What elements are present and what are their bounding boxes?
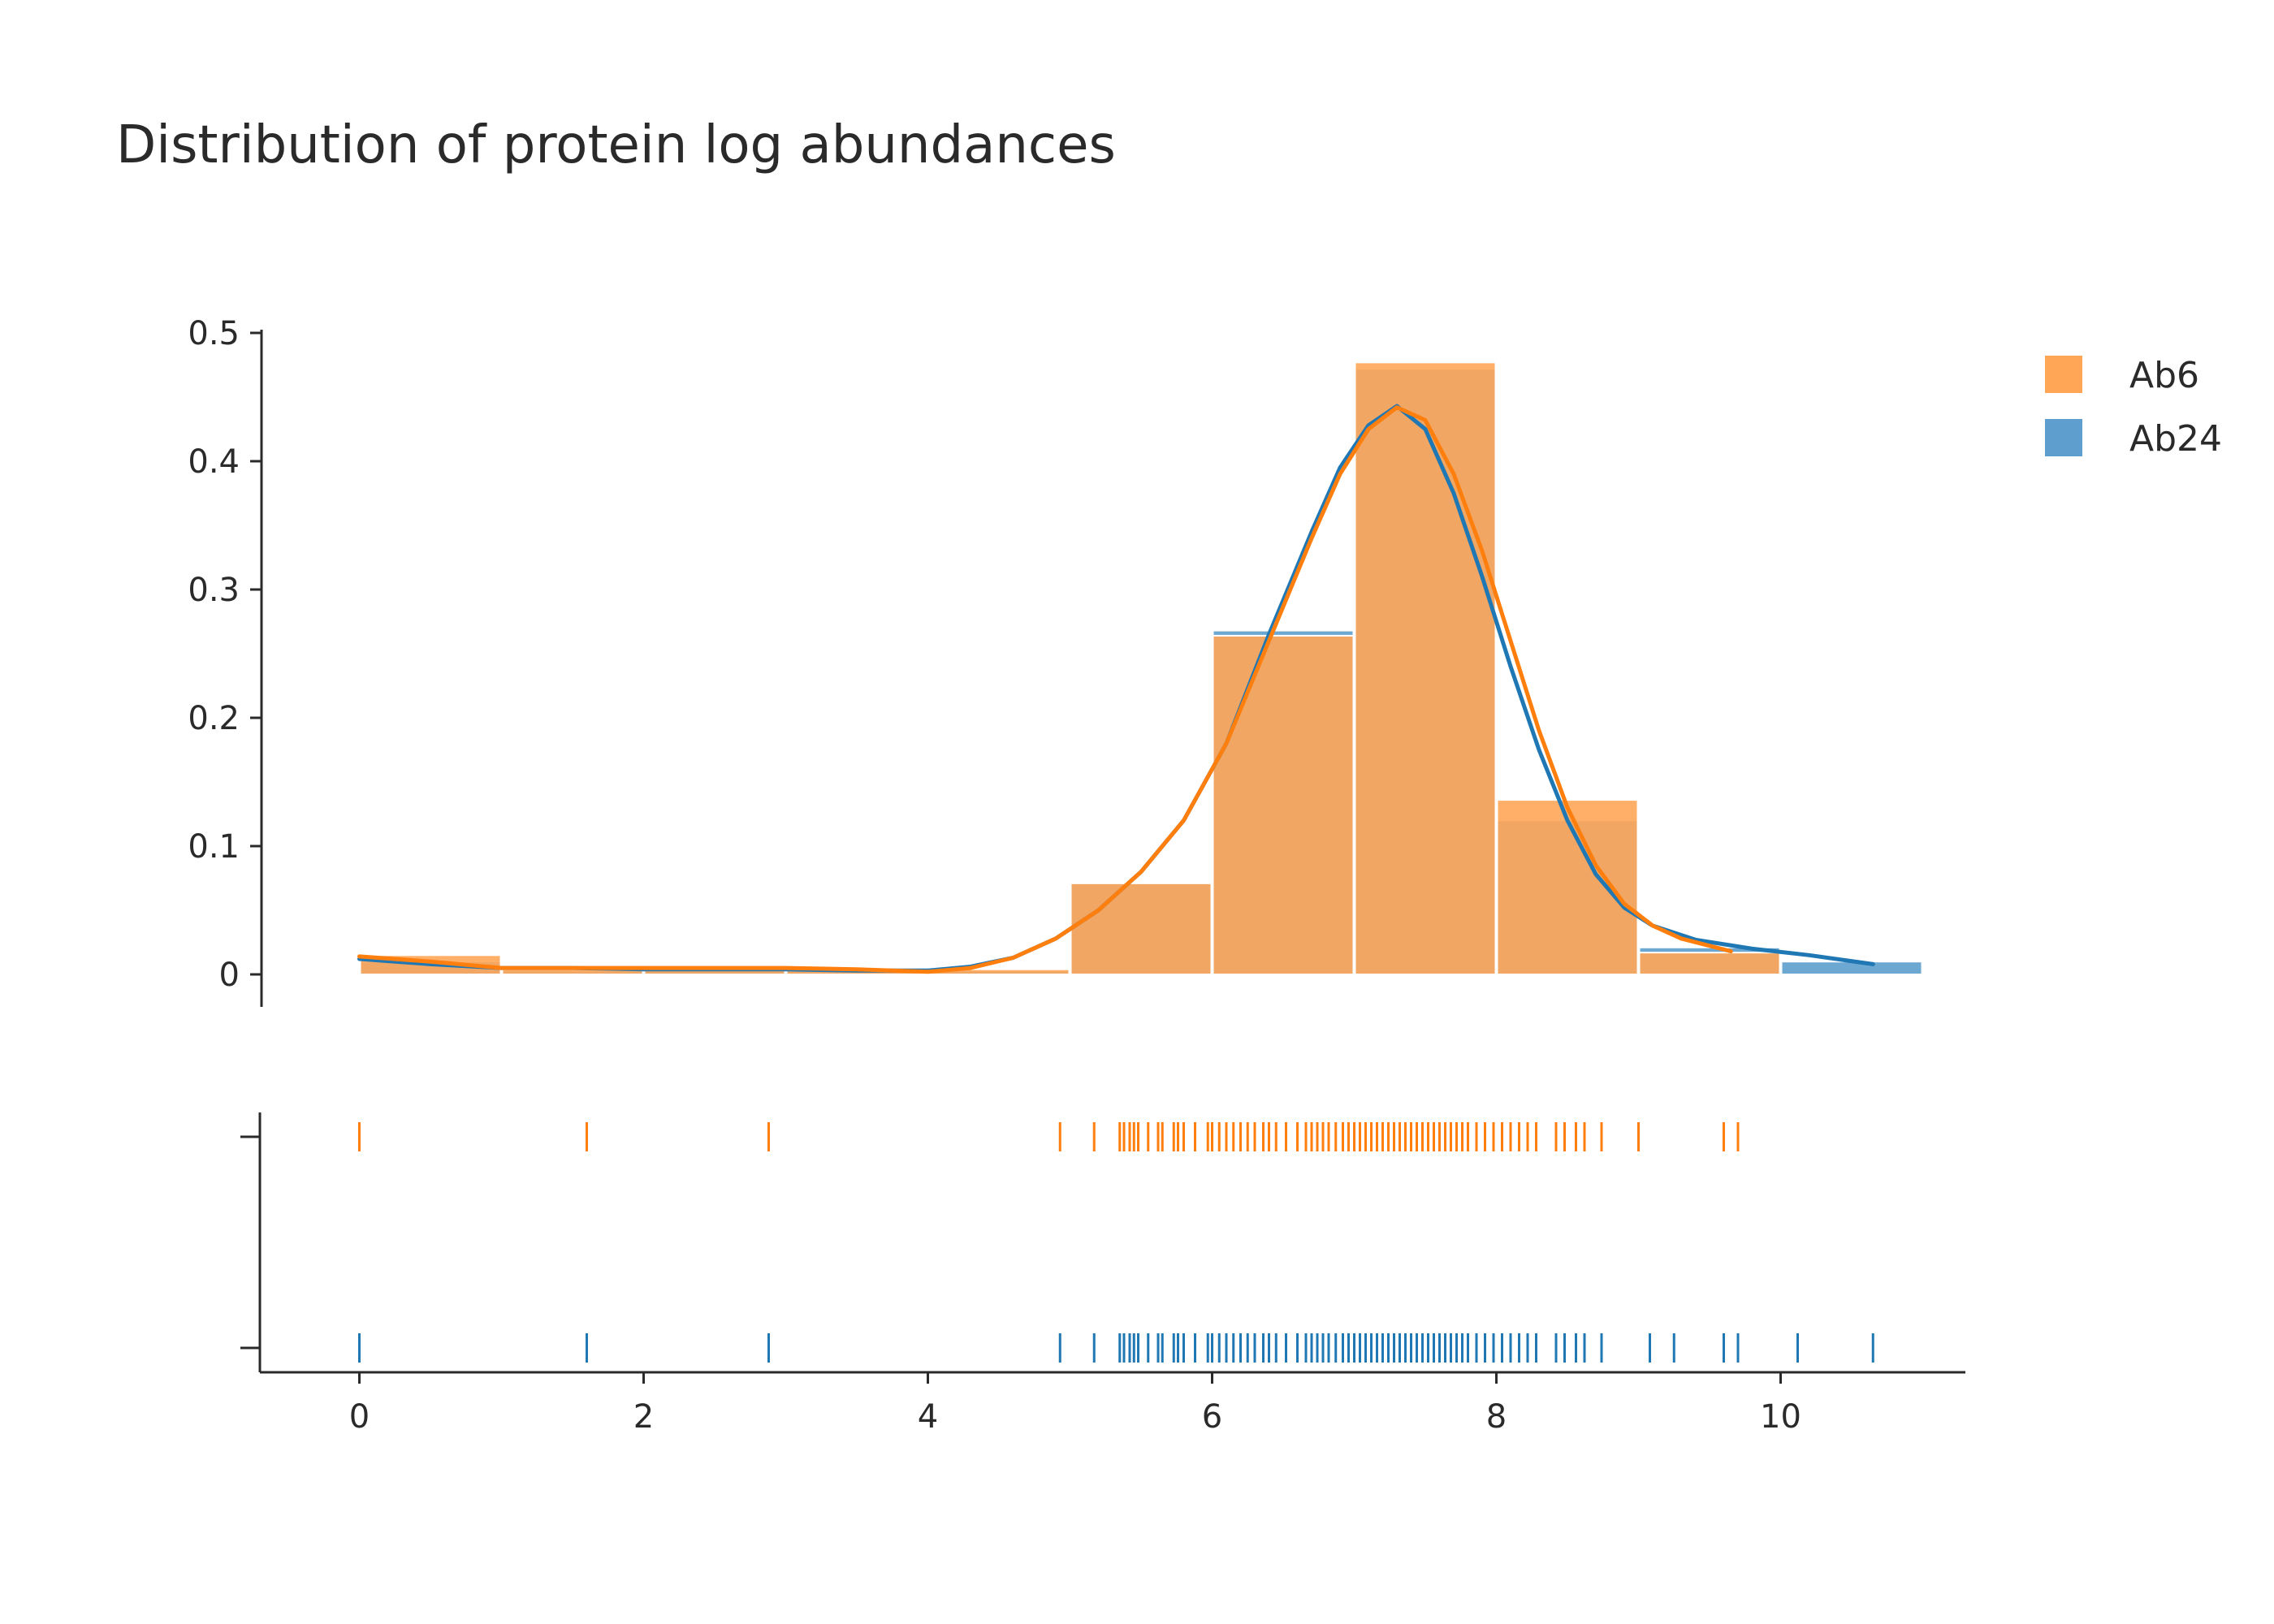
rug-panel	[240, 1112, 1874, 1372]
legend-swatch	[2045, 356, 2082, 393]
bars-ab6	[359, 361, 1781, 976]
bar-ab6-5	[1070, 882, 1213, 975]
x-tick-label: 4	[918, 1398, 938, 1436]
y-tick-label: 0	[219, 957, 240, 994]
y-tick-label: 0.3	[188, 572, 240, 609]
legend-label: Ab24	[2129, 418, 2222, 460]
legend-item-ab6[interactable]: Ab6	[2045, 355, 2199, 396]
rug-ab24	[358, 1333, 1874, 1363]
bar-ab6-7	[1354, 361, 1497, 975]
bar-ab6-8	[1496, 799, 1639, 975]
kde-line-ab6	[357, 405, 1733, 974]
y-tick-label: 0.1	[188, 828, 240, 866]
x-axis: 0 2 4 6 8 10	[260, 1371, 1965, 1436]
rug-ab6	[358, 1122, 1740, 1151]
x-tick-label: 8	[1486, 1398, 1507, 1436]
legend: Ab6 Ab24	[2045, 355, 2222, 460]
x-tick-label: 10	[1760, 1398, 1801, 1436]
y-tick-label: 0.5	[188, 315, 240, 352]
bar-ab24-10	[1780, 961, 1923, 975]
y-tick-label: 0.2	[188, 700, 240, 737]
legend-swatch	[2045, 419, 2082, 456]
x-tick-label: 0	[349, 1398, 370, 1436]
legend-label: Ab6	[2129, 355, 2199, 396]
bar-ab6-9	[1638, 952, 1781, 976]
bar-ab6-6	[1212, 634, 1355, 975]
x-tick-label: 2	[633, 1398, 654, 1436]
y-tick-label: 0.4	[188, 443, 240, 481]
histogram-panel	[357, 361, 1923, 976]
y-axis: 0 0.1 0.2 0.3 0.4 0.5	[188, 315, 263, 1007]
chart-title: Distribution of protein log abundances	[116, 115, 1116, 175]
x-tick-label: 6	[1202, 1398, 1222, 1436]
legend-item-ab24[interactable]: Ab24	[2045, 418, 2222, 460]
